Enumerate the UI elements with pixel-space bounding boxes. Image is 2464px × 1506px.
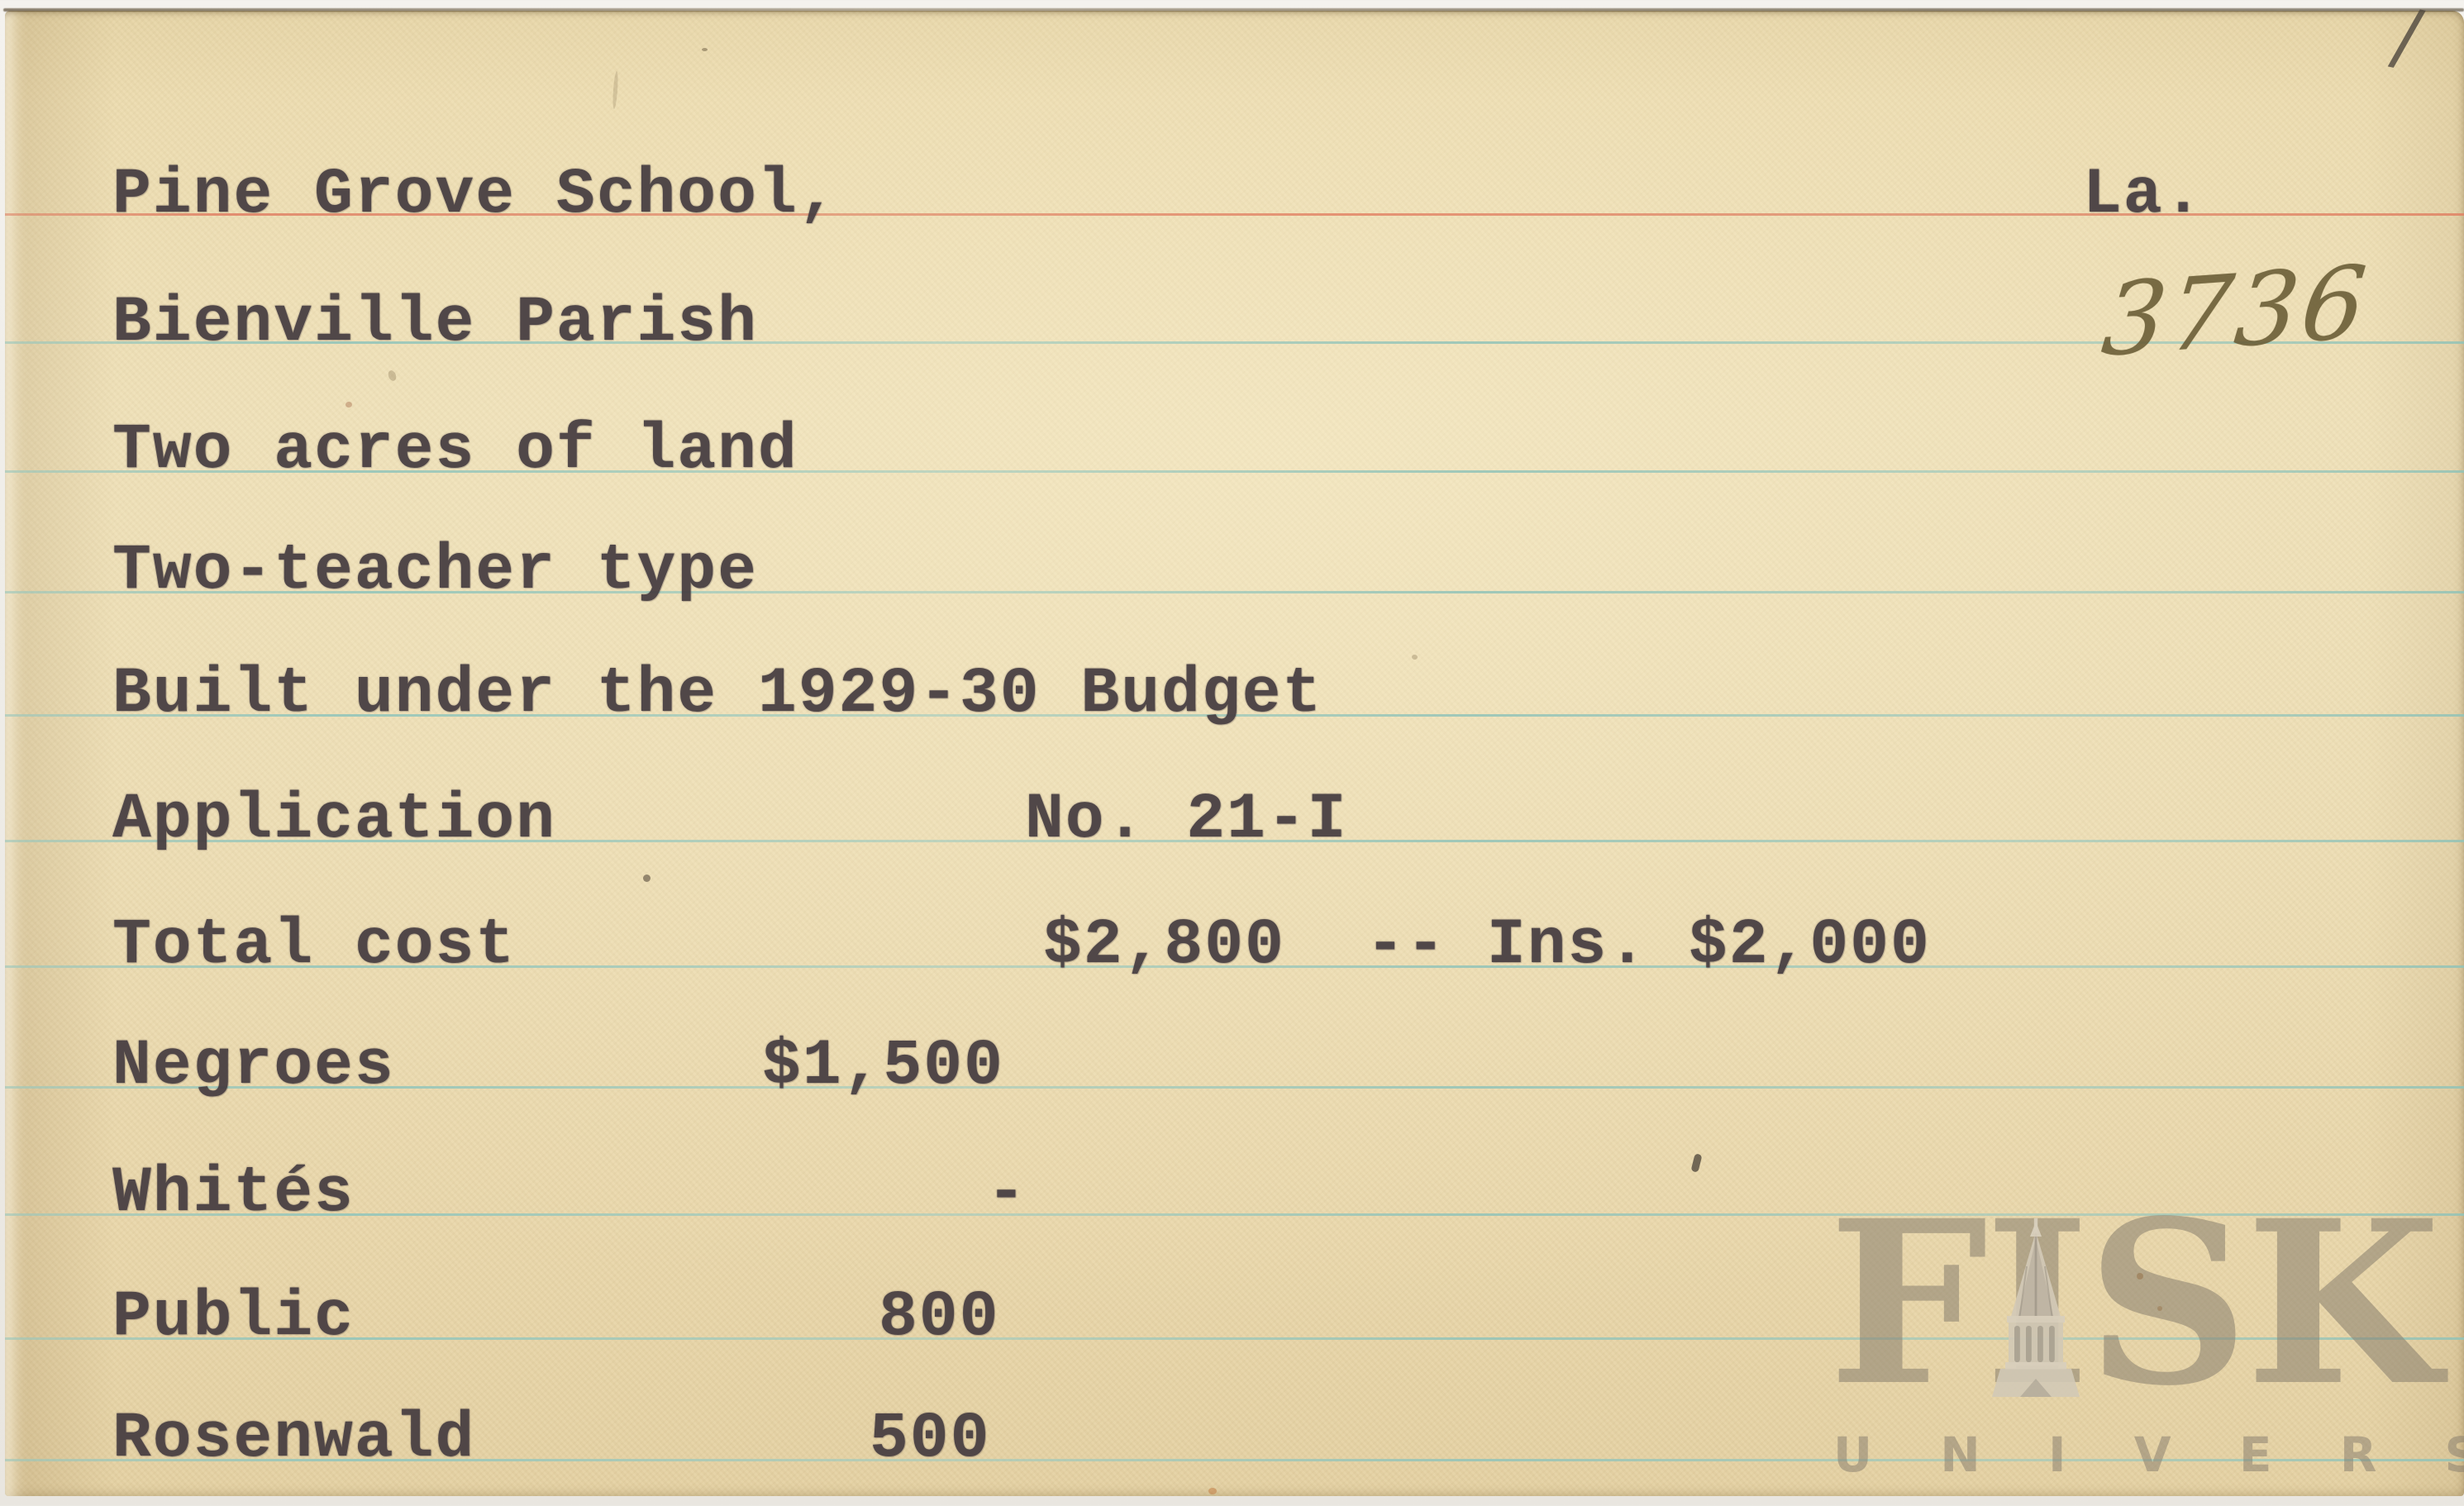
- public-label: Public: [112, 1281, 355, 1354]
- ruled-line-blue: [5, 714, 2464, 717]
- row-application: Application No. 21-I: [0, 785, 2464, 865]
- paper-speck: [1208, 1488, 1217, 1494]
- ruled-line-blue: [5, 470, 2464, 473]
- school-name: Pine Grove School,: [112, 159, 839, 231]
- jubilee-hall-tower-icon: [1991, 1218, 2080, 1397]
- ruled-line-blue: [5, 840, 2464, 842]
- paper-speck: [2137, 1273, 2143, 1280]
- row-whites-contribution: Whités -: [0, 1159, 2464, 1238]
- ruled-line-blue: [5, 1337, 2464, 1340]
- application-label: Application: [112, 784, 556, 856]
- row-public-contribution: Public 800: [0, 1283, 2464, 1362]
- total-cost-label: Total cost: [112, 909, 517, 982]
- handwritten-card-number: 3736: [2097, 245, 2375, 379]
- paper-speck: [643, 875, 651, 882]
- whites-label: Whités: [112, 1157, 355, 1230]
- ruled-line-blue: [5, 1459, 2464, 1461]
- paper-speck: [2157, 1306, 2162, 1311]
- parish-name: Bienville Parish: [112, 287, 758, 360]
- negroes-amount: $1,500: [762, 1030, 1004, 1103]
- rosenwald-amount: 500: [870, 1403, 991, 1475]
- row-parish: Bienville Parish: [0, 288, 2464, 368]
- row-land: Two acres of land: [0, 416, 2464, 495]
- ruled-line-blue: [5, 1086, 2464, 1089]
- application-number: No. 21-I: [1025, 784, 1348, 856]
- building-type: Two-teacher type: [112, 535, 758, 608]
- row-budget: Built under the 1929-30 Budget: [0, 660, 2464, 739]
- watermark-letter-i: I: [1985, 1192, 2090, 1417]
- watermark-letter-f: F: [1828, 1172, 1988, 1436]
- watermark-word: F I: [1828, 1172, 2441, 1436]
- negroes-label: Negroes: [112, 1030, 395, 1103]
- fisk-university-watermark: F I: [1828, 1172, 2464, 1484]
- index-card-paper: [5, 11, 2464, 1496]
- ruled-line-blue: [5, 1213, 2464, 1216]
- total-cost-value: $2,800 -- Ins. $2,000: [1043, 909, 1931, 982]
- row-negroes-contribution: Negroes $1,500: [0, 1032, 2464, 1111]
- corner-pen-mark: /: [2385, 0, 2429, 83]
- ruled-line-blue: [5, 965, 2464, 968]
- watermark-subtext: U N I V E R S I T Y: [1833, 1427, 2464, 1483]
- ruled-line-red: [5, 213, 2464, 216]
- row-building-type: Two-teacher type: [0, 536, 2464, 616]
- row-total-cost: Total cost $2,800 -- Ins. $2,000: [0, 911, 2464, 990]
- whites-amount: -: [987, 1157, 1027, 1230]
- ruled-line-blue: [5, 591, 2464, 593]
- land-description: Two acres of land: [112, 414, 798, 487]
- public-amount: 800: [879, 1281, 1000, 1354]
- card-top-edge: [3, 8, 2464, 12]
- watermark-letters-sk: SK: [2086, 1172, 2441, 1436]
- paper-speck: [346, 402, 352, 407]
- row-school-name: Pine Grove School, La.: [0, 160, 2464, 240]
- paper-speck: [702, 48, 708, 51]
- state-abbreviation: La.: [2083, 159, 2204, 231]
- paper-speck: [1412, 655, 1418, 660]
- ruled-line-blue: [5, 341, 2464, 344]
- row-rosenwald-contribution: Rosenwald 500: [0, 1404, 2464, 1484]
- rosenwald-label: Rosenwald: [112, 1403, 476, 1475]
- budget-note: Built under the 1929-30 Budget: [112, 658, 1323, 731]
